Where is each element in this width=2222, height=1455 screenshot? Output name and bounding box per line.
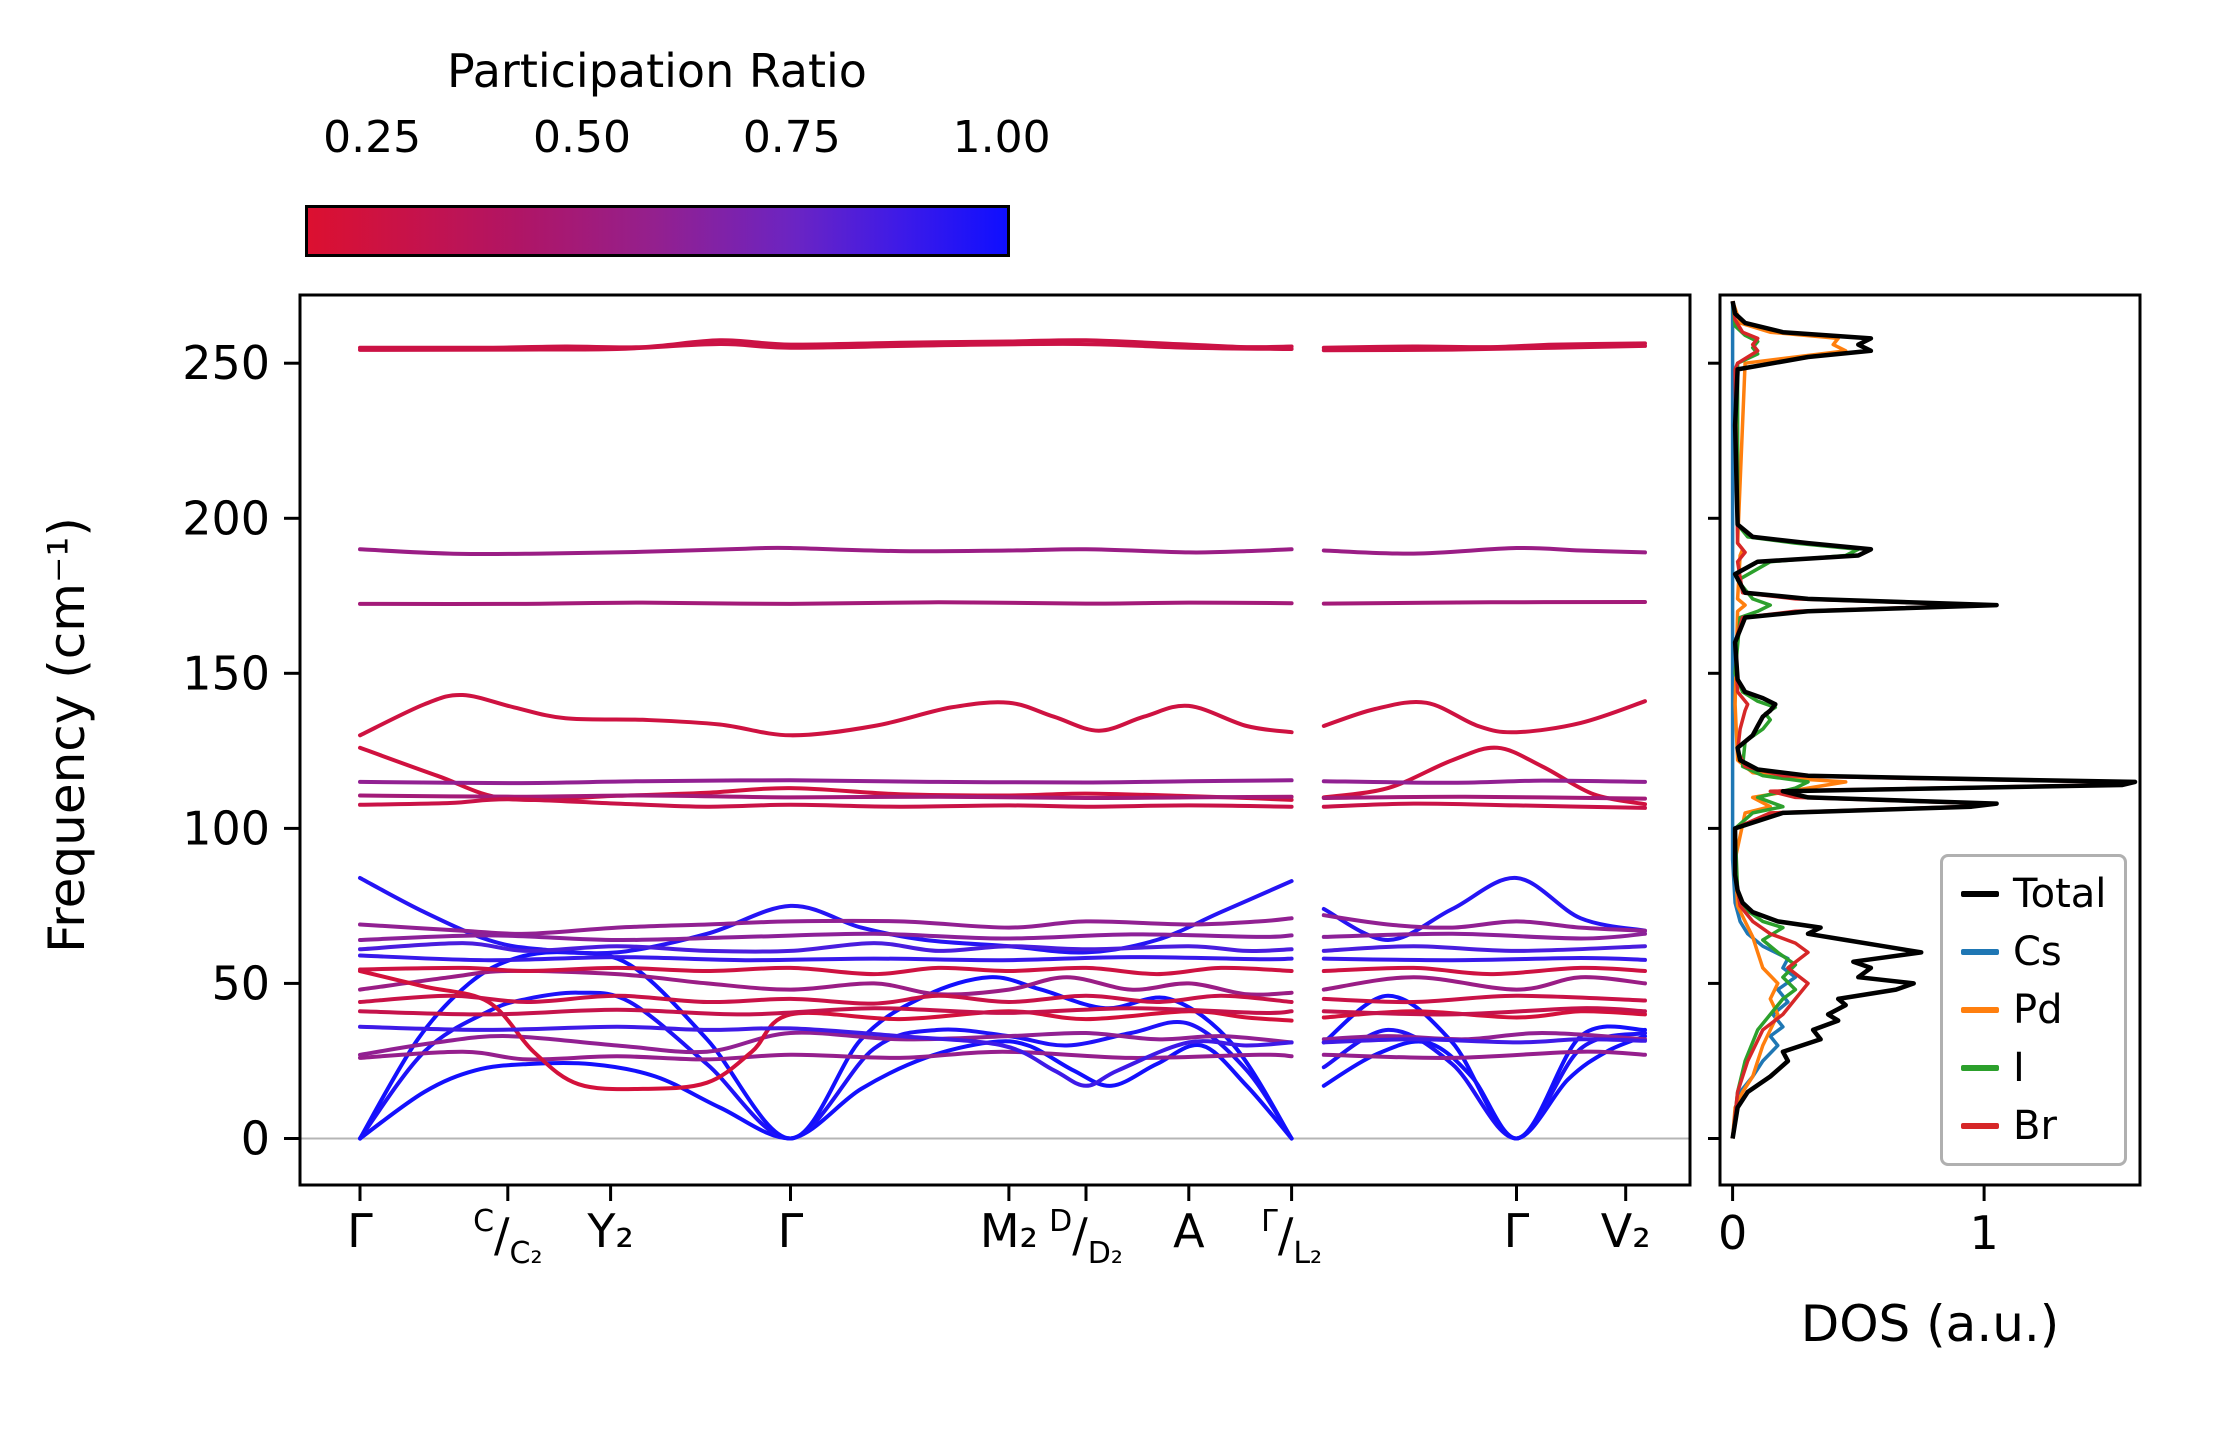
dos-x-tick-label: 0 (1718, 1206, 1747, 1260)
phonon-band (1321, 993, 1647, 1005)
colorbar-tick-label: 0.75 (742, 112, 841, 163)
colorbar-tick-label: 0.50 (533, 112, 631, 163)
legend-item-pd: Pd (1961, 987, 2106, 1033)
dos-axes-box (1718, 293, 2142, 1187)
k-tick-label: A (1173, 1204, 1205, 1258)
y-tick-label: 50 (211, 956, 270, 1010)
phonon-band (358, 338, 1294, 350)
phonon-band (358, 990, 1294, 1141)
k-tick-label: D/D₂ (1049, 1204, 1123, 1271)
dos-x-tick-label: 1 (1969, 1206, 1998, 1260)
y-tick-label: 150 (182, 646, 270, 700)
y-tick-label: 100 (182, 801, 270, 855)
phonon-band (1321, 600, 1647, 606)
colorbar (305, 205, 1010, 257)
phonon-band (358, 965, 1294, 977)
phonon-band (1321, 343, 1647, 353)
legend-swatch-br (1961, 1123, 1999, 1129)
dos-curve-i (1730, 301, 1861, 1139)
k-tick-label: Γ (347, 1204, 373, 1258)
phonon-band (358, 931, 1294, 943)
phonon-band (1321, 1027, 1647, 1141)
legend-swatch-i (1961, 1065, 1999, 1071)
phonon-band (358, 600, 1294, 606)
legend-swatch-cs (1961, 949, 1999, 955)
k-tick-label: Γ (1503, 1204, 1530, 1258)
phonon-band (358, 1024, 1294, 1088)
phonon-band (358, 993, 1294, 1006)
legend-label-pd: Pd (2013, 987, 2063, 1033)
legend-label-total: Total (2013, 871, 2107, 917)
phonon-band (1321, 1049, 1647, 1060)
phonon-band (1321, 1037, 1647, 1045)
phonon-band (358, 692, 1294, 738)
phonon-band (358, 1030, 1294, 1057)
dos-curve-cs (1730, 301, 1798, 1139)
legend-item-i: I (1961, 1045, 2106, 1091)
legend-label-br: Br (2013, 1103, 2057, 1149)
phonon-band (358, 745, 1294, 802)
phonon-band (1321, 794, 1647, 801)
phonon-band (1321, 545, 1647, 556)
k-tick-label: Γ/L₂ (1261, 1204, 1323, 1271)
k-tick-label: V₂ (1600, 1204, 1651, 1258)
band-axes-box (298, 293, 1692, 1187)
phonon-band (1321, 1006, 1647, 1017)
phonon-band (358, 797, 1294, 809)
phonon-band (358, 941, 1294, 954)
phonon-band (1321, 778, 1647, 785)
colorbar-tick-label: 1.00 (952, 112, 1051, 163)
phonon-band (1321, 801, 1647, 810)
legend-label-cs: Cs (2013, 929, 2062, 975)
phonon-band (358, 341, 1294, 352)
k-tick-label: Y₂ (587, 1204, 634, 1258)
phonon-band (1321, 931, 1647, 941)
legend-label-i: I (2013, 1045, 2025, 1091)
dos-curve-pd (1730, 300, 1848, 1139)
y-tick-label: 200 (182, 491, 270, 545)
legend-item-cs: Cs (1961, 929, 2106, 975)
legend-item-br: Br (1961, 1103, 2106, 1149)
phonon-band (358, 876, 1294, 956)
phonon-band (358, 1049, 1294, 1062)
phonon-band (358, 778, 1294, 786)
legend: Total Cs Pd I Br (1940, 854, 2128, 1166)
y-tick-label: 0 (241, 1112, 270, 1166)
legend-swatch-total (1961, 891, 1999, 897)
phonon-band (1321, 975, 1647, 992)
phonon-band (358, 953, 1294, 963)
colorbar-title: Participation Ratio (447, 44, 867, 98)
phonon-band (1321, 955, 1647, 963)
y-tick-label: 250 (182, 336, 270, 390)
y-axis-label: Frequency (cm⁻¹) (38, 517, 96, 953)
dos-curve-total (1730, 300, 2138, 1139)
dos-x-axis-label: DOS (a.u.) (1800, 1295, 2060, 1353)
legend-swatch-pd (1961, 1007, 1999, 1013)
k-tick-label: C/C₂ (473, 1204, 543, 1271)
phonon-band (358, 1006, 1294, 1017)
phonon-band (358, 1039, 1294, 1141)
colorbar-tick-label: 0.25 (323, 112, 422, 163)
phonon-band (358, 916, 1294, 936)
phonon-band (358, 545, 1294, 557)
phonon-band (1321, 875, 1647, 943)
phonon-band (358, 793, 1294, 801)
phonon-band (1321, 745, 1647, 807)
k-tick-label: M₂ (979, 1204, 1038, 1258)
phonon-band (1321, 699, 1647, 735)
legend-item-total: Total (1961, 871, 2106, 917)
phonon-band (1321, 965, 1647, 977)
phonon-band (1321, 913, 1647, 933)
band-structure-plot: 0 50 100 150 200 250 (182, 293, 1720, 1201)
phonon-band (1321, 944, 1647, 953)
k-tick-label: Γ (777, 1204, 804, 1258)
